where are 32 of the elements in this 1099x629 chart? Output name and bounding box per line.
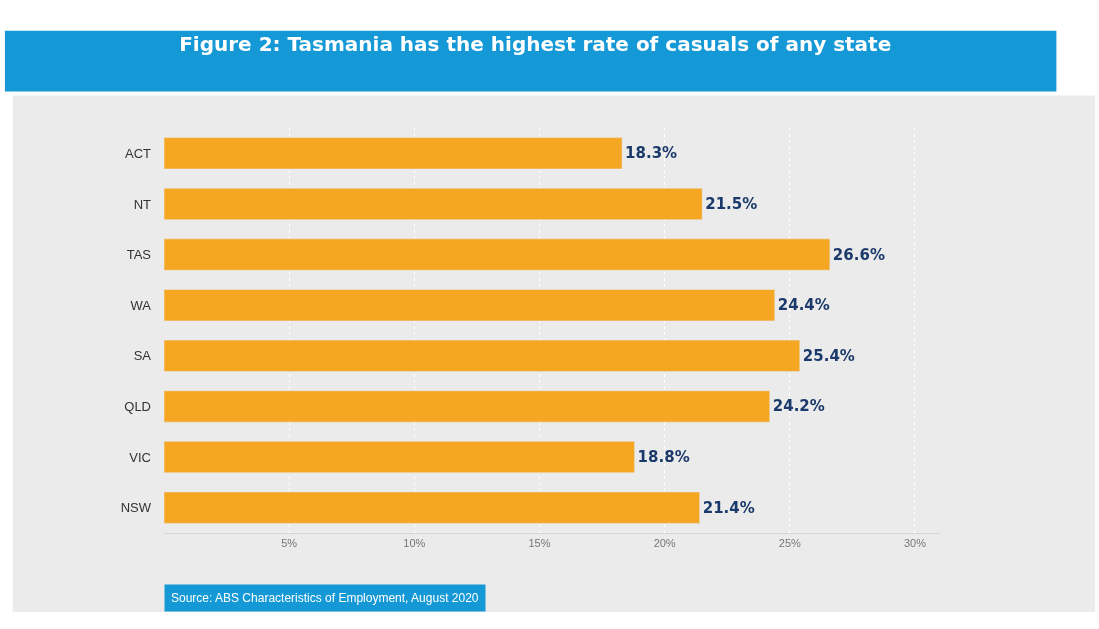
y-tick-label: NT [133, 196, 152, 212]
data-label: 24.2% [772, 397, 825, 416]
bar [164, 441, 635, 474]
bar [164, 491, 700, 524]
x-tick-label: 30% [903, 537, 927, 550]
y-tick-label: NSW [120, 500, 152, 516]
bar [164, 238, 831, 271]
data-label: 21.4% [702, 498, 755, 517]
y-tick-label: SA [133, 348, 152, 364]
data-label: 21.5% [705, 194, 758, 213]
data-label: 24.4% [777, 296, 830, 315]
y-tick-label: WA [130, 297, 152, 313]
y-tick-label: VIC [129, 449, 151, 465]
data-label: 18.8% [637, 448, 690, 467]
bar [164, 339, 801, 372]
data-label: 18.3% [625, 144, 678, 163]
x-tick-label: 25% [778, 537, 802, 550]
y-tick-label: QLD [124, 398, 151, 414]
bar [164, 137, 623, 170]
bar [164, 289, 776, 322]
data-label: 25.4% [802, 346, 855, 365]
y-tick-label: ACT [125, 145, 152, 161]
data-label: 26.6% [832, 245, 885, 264]
y-tick-label: TAS [126, 247, 152, 263]
x-tick-label: 20% [653, 537, 676, 550]
x-tick-label: 15% [528, 537, 551, 550]
source-note: Source: ABS Characteristics of Employment, August 2020 [171, 591, 479, 605]
bar [164, 187, 703, 220]
x-tick-label: 5% [281, 537, 298, 550]
chart-title: Figure 2: Tasmania has the highest rate of casuals of any state [179, 32, 892, 57]
bar [164, 390, 771, 423]
x-tick-label: 10% [403, 537, 426, 550]
